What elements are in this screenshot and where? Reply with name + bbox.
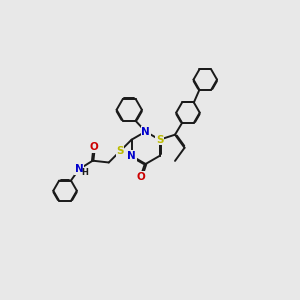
Text: S: S <box>156 135 164 145</box>
Text: N: N <box>127 151 136 161</box>
Text: N: N <box>75 164 83 174</box>
Text: S: S <box>116 146 124 156</box>
Text: H: H <box>81 168 88 177</box>
Text: O: O <box>137 172 146 182</box>
Text: N: N <box>141 127 150 136</box>
Text: O: O <box>90 142 99 152</box>
